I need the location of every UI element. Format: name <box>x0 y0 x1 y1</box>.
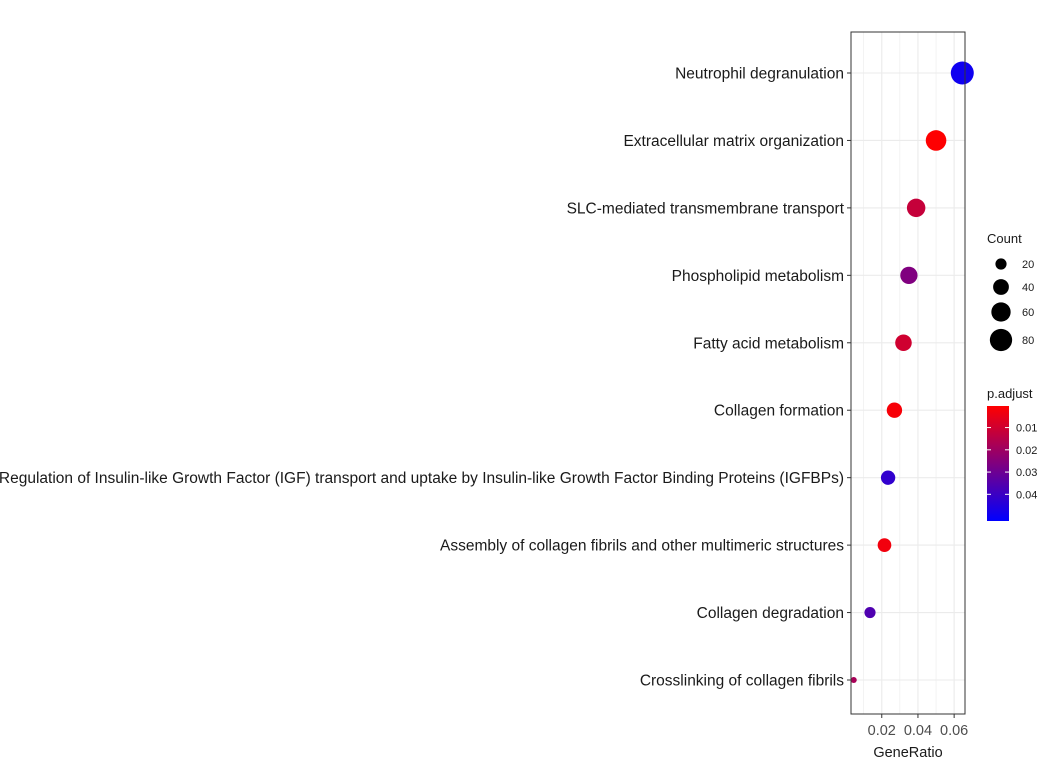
color-legend-ticks: 0.01 0.02 0.03 0.04 <box>987 423 1037 501</box>
data-point <box>880 470 896 485</box>
color-legend-title: p.adjust <box>987 386 1033 401</box>
x-axis-ticks: 0.02 0.04 0.06 <box>868 714 968 739</box>
size-legend-label: 80 <box>1022 335 1034 347</box>
data-point <box>864 606 876 619</box>
data-point <box>925 130 947 151</box>
color-legend-label: 0.02 <box>1016 445 1037 457</box>
size-legend-title: Count <box>987 231 1022 246</box>
term-label: Crosslinking of collagen fibrils <box>640 673 844 690</box>
term-label: Fatty acid metabolism <box>693 335 844 352</box>
data-point <box>895 334 912 352</box>
data-point <box>950 61 974 85</box>
x-axis-title: GeneRatio <box>873 745 942 761</box>
data-point <box>900 266 918 284</box>
term-label: Extracellular matrix organization <box>623 133 844 150</box>
x-tick-label: 0.06 <box>940 723 968 739</box>
size-legend-key <box>995 258 1007 270</box>
term-label: Phospholipid metabolism <box>672 268 844 285</box>
data-point <box>850 676 857 684</box>
size-legend-key <box>991 302 1011 322</box>
color-bar <box>987 406 1009 521</box>
term-label: Regulation of Insulin-like Growth Factor… <box>0 470 844 487</box>
term-labels: Neutrophil degranulation Extracellular ma… <box>0 66 851 690</box>
size-legend: Count 20 40 60 80 <box>987 231 1034 352</box>
data-points <box>850 61 974 684</box>
size-legend-label: 60 <box>1022 307 1034 319</box>
data-point <box>906 198 926 218</box>
term-label: SLC-mediated transmembrane transport <box>567 200 845 217</box>
data-point <box>886 402 903 418</box>
color-legend-label: 0.04 <box>1016 489 1037 501</box>
size-legend-key <box>989 328 1013 352</box>
size-legend-label: 20 <box>1022 259 1034 271</box>
size-legend-label: 40 <box>1022 282 1034 294</box>
color-legend-label: 0.03 <box>1016 467 1037 479</box>
term-label: Collagen degradation <box>697 605 844 622</box>
color-legend-label: 0.01 <box>1016 423 1037 435</box>
term-label: Assembly of collagen fibrils and other m… <box>440 538 844 555</box>
term-label: Collagen formation <box>714 403 844 420</box>
size-legend-key <box>993 279 1009 295</box>
x-tick-label: 0.04 <box>904 723 932 739</box>
term-label: Neutrophil degranulation <box>675 66 844 83</box>
data-point <box>877 538 892 552</box>
color-legend: p.adjust 0.01 0.02 0.03 0.04 <box>987 386 1037 521</box>
plot-background <box>851 32 965 714</box>
x-tick-label: 0.02 <box>868 723 896 739</box>
size-legend-keys: 20 40 60 80 <box>989 258 1034 352</box>
plot-border <box>850 31 966 715</box>
